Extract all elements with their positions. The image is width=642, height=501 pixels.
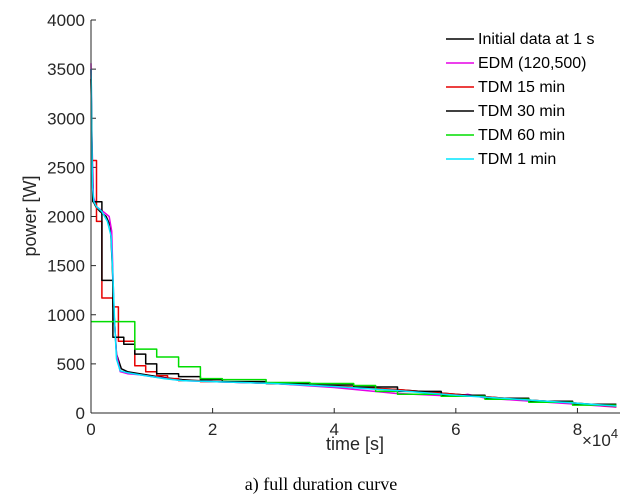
figure-caption: a) full duration curve (244, 474, 398, 494)
y-tick-label: 3000 (47, 109, 85, 128)
x-exponent-power: 4 (611, 426, 618, 441)
legend: Initial data at 1 s EDM (120,500) TDM 15 m… (446, 31, 595, 168)
legend-label-2: EDM (120,500) (478, 55, 587, 72)
tick-marks (90, 19, 578, 414)
x-axis-label: time [s] (326, 434, 384, 454)
x-tick-label: 0 (86, 420, 95, 439)
y-tick-label: 2500 (47, 158, 85, 177)
legend-label-5: TDM 60 min (478, 127, 565, 144)
x-exponent-base: ×10 (582, 431, 611, 450)
x-exponent-label: ×104 (582, 426, 618, 450)
series-lines (90, 63, 617, 408)
x-tick-label: 6 (451, 420, 460, 439)
y-tick-label: 0 (76, 404, 85, 423)
legend-label-6: TDM 1 min (478, 151, 556, 168)
series-line-6 (90, 69, 617, 407)
y-tick-labels: 0 500 1000 1500 2000 2500 3000 3500 4000 (47, 11, 85, 423)
series-line-5 (91, 320, 617, 406)
y-tick-label: 1500 (47, 257, 85, 276)
legend-label-4: TDM 30 min (478, 103, 565, 120)
x-tick-label: 2 (208, 420, 217, 439)
legend-label-1: Initial data at 1 s (478, 31, 595, 48)
y-tick-label: 2000 (47, 208, 85, 227)
x-tick-labels: 0 2 4 6 8 (86, 420, 582, 439)
duration-curve-chart: 0 2 4 6 8 0 500 1000 1500 2000 2500 3000 3500 4000 t… (20, 11, 620, 454)
y-tick-label: 4000 (47, 11, 85, 30)
axes-frame (90, 20, 620, 414)
y-tick-label: 500 (57, 355, 85, 374)
y-tick-label: 1000 (47, 306, 85, 325)
y-tick-label: 3500 (47, 60, 85, 79)
plot-area (91, 20, 620, 413)
x-tick-label: 4 (329, 420, 338, 439)
y-axis-label: power [W] (20, 175, 40, 256)
legend-label-3: TDM 15 min (478, 79, 565, 96)
x-tick-label: 8 (573, 420, 582, 439)
